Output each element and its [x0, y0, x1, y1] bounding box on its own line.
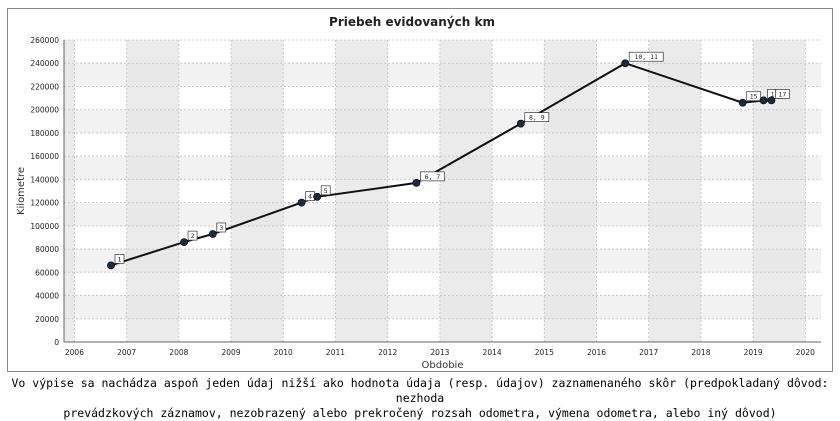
y-tick-label: 140000 — [30, 175, 59, 184]
data-label-box — [320, 185, 331, 196]
x-tick-label: 2016 — [587, 348, 606, 357]
y-tick-label: 220000 — [30, 82, 59, 91]
data-point — [621, 59, 630, 68]
data-label: 6, 7 — [425, 173, 441, 181]
x-tick-label: 2012 — [378, 348, 397, 357]
x-tick-label: 2015 — [535, 348, 554, 357]
data-point — [180, 238, 188, 247]
x-tick-label: 2020 — [796, 348, 815, 357]
x-tick-label: 2010 — [274, 348, 293, 357]
y-tick-label: 120000 — [30, 199, 59, 208]
grid-band-vertical — [126, 40, 179, 342]
data-point — [759, 96, 768, 105]
data-label: 10, 11 — [634, 53, 658, 61]
y-tick-label: 20000 — [35, 315, 59, 324]
x-tick-label: 2014 — [483, 348, 502, 357]
data-label-box — [187, 230, 198, 241]
x-tick-label: 2011 — [326, 348, 345, 357]
x-axis-label: Obdobie — [422, 360, 464, 371]
y-tick-label: 200000 — [30, 106, 59, 115]
data-point — [412, 178, 421, 187]
data-point — [313, 192, 322, 201]
data-point — [107, 261, 115, 270]
y-tick-label: 40000 — [35, 292, 59, 301]
x-tick-label: 2006 — [65, 348, 84, 357]
data-label: 3 — [219, 224, 223, 232]
chart-title: Priebeh evidovaných km — [329, 15, 495, 29]
footnote-line-2: prevádzkových záznamov, nezobrazený aleb… — [63, 406, 777, 420]
mileage-line-chart: 0 20000 40000 60000 80000 100000 120000 140000 1… — [16, 15, 821, 371]
data-label-box — [216, 222, 227, 233]
grid-band-vertical — [231, 40, 284, 342]
footnote: Vo výpise sa nachádza aspoň jeden údaj n… — [0, 376, 840, 421]
data-label: 5 — [324, 187, 328, 195]
chart-frame: 0 20000 40000 60000 80000 100000 120000 140000 1… — [7, 8, 833, 372]
data-label-box — [746, 91, 762, 102]
grid-band-vertical — [544, 40, 597, 342]
y-tick-label: 260000 — [30, 36, 59, 45]
x-tick-label: 2018 — [691, 348, 710, 357]
x-tick-label: 2008 — [169, 348, 188, 357]
data-label: 13 — [771, 90, 779, 98]
footnote-line-1: Vo výpise sa nachádza aspoň jeden údaj n… — [11, 376, 829, 405]
y-axis-label: Kilometre — [16, 167, 27, 215]
y-tick-label: 240000 — [30, 59, 59, 68]
data-label-box — [114, 253, 125, 264]
x-tick-label: 2017 — [639, 348, 658, 357]
y-tick-label: 180000 — [30, 129, 59, 138]
x-tick-label: 2013 — [430, 348, 449, 357]
grid-band-vertical — [439, 40, 493, 342]
grid-band-vertical — [753, 40, 806, 342]
data-label: 2 — [191, 232, 195, 240]
y-tick-label: 100000 — [30, 222, 59, 231]
y-tick-label: 160000 — [30, 152, 59, 161]
y-tick-label: 60000 — [35, 268, 59, 277]
data-point — [208, 230, 217, 238]
data-label: 4 — [308, 193, 312, 201]
grid-band-vertical — [648, 40, 701, 342]
data-label-box — [524, 112, 550, 122]
data-label-box — [420, 171, 445, 182]
data-point — [738, 98, 747, 107]
data-label: 1 — [118, 255, 122, 263]
data-label: 15 — [750, 93, 758, 101]
x-tick-label: 2009 — [222, 348, 241, 357]
grid-band-vertical — [64, 40, 75, 342]
data-label: 8, 9 — [529, 114, 545, 122]
x-tick-label: 2007 — [117, 348, 136, 357]
data-label-box — [775, 89, 790, 99]
y-tick-label: 0 — [54, 338, 59, 347]
y-tick-label: 80000 — [35, 245, 59, 254]
data-point — [516, 119, 525, 128]
data-point — [767, 96, 776, 105]
x-tick-label: 2019 — [744, 348, 763, 357]
data-point — [297, 198, 306, 207]
data-label: 17 — [778, 90, 786, 98]
data-label-box — [628, 51, 664, 62]
